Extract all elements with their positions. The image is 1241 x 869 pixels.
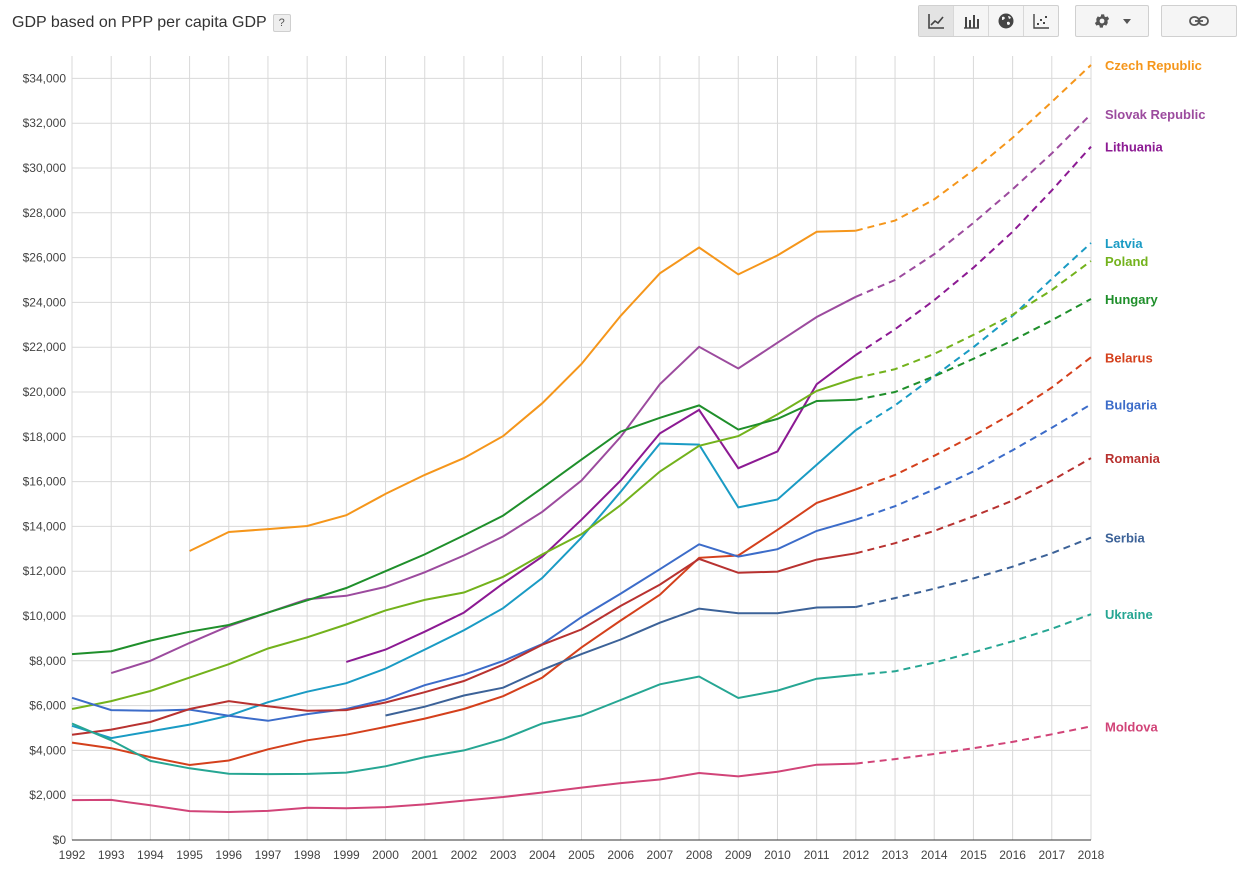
y-tick-label: $4,000 xyxy=(29,743,66,757)
y-tick-label: $8,000 xyxy=(29,654,66,668)
y-tick-label: $6,000 xyxy=(29,699,66,713)
settings-button[interactable] xyxy=(1075,5,1149,37)
chart-series-labels: Czech Republic Slovak Republic Lithuania La… xyxy=(1105,58,1205,734)
series-label: Serbia xyxy=(1105,531,1146,546)
series-line[interactable] xyxy=(71,488,857,767)
x-tick-label: 1994 xyxy=(137,848,164,862)
x-tick-label: 2012 xyxy=(842,848,869,862)
y-tick-label: $2,000 xyxy=(29,788,66,802)
x-tick-label: 2013 xyxy=(882,848,909,862)
series-label: Slovak Republic xyxy=(1105,107,1205,122)
x-tick-label: 2000 xyxy=(372,848,399,862)
y-tick-label: $20,000 xyxy=(23,385,67,399)
x-tick-label: 2014 xyxy=(921,848,948,862)
series-line[interactable] xyxy=(71,552,856,736)
series-line[interactable] xyxy=(385,606,856,717)
series-projection-line[interactable] xyxy=(855,536,1092,608)
series-projection-line[interactable] xyxy=(855,457,1092,555)
line-chart-icon[interactable] xyxy=(919,6,954,36)
series-label: Ukraine xyxy=(1105,607,1153,622)
y-tick-label: $28,000 xyxy=(23,206,67,220)
chart-axes: 1992 1993 1994 1995 1996 1997 1998 1999 2000 2001… xyxy=(23,71,1105,862)
series-projection-line[interactable] xyxy=(855,298,1092,401)
x-tick-label: 2009 xyxy=(725,848,752,862)
chart-title: GDP based on PPP per capita GDP xyxy=(12,14,267,31)
x-tick-label: 1995 xyxy=(176,848,203,862)
y-tick-label: $16,000 xyxy=(23,475,67,489)
gear-icon xyxy=(1094,14,1110,28)
y-tick-label: $0 xyxy=(53,833,67,847)
y-tick-label: $24,000 xyxy=(23,295,67,309)
series-label: Romania xyxy=(1105,451,1161,466)
x-tick-label: 2004 xyxy=(529,848,556,862)
x-tick-label: 2015 xyxy=(960,848,987,862)
series-line[interactable] xyxy=(71,377,857,710)
series-line[interactable] xyxy=(71,673,856,776)
y-tick-label: $10,000 xyxy=(23,609,67,623)
series-label: Moldova xyxy=(1105,719,1158,734)
series-projection-line[interactable] xyxy=(855,725,1092,765)
series-projection-line[interactable] xyxy=(855,356,1092,491)
help-button[interactable]: ? xyxy=(272,14,291,32)
x-tick-label: 1999 xyxy=(333,848,360,862)
series-label: Bulgaria xyxy=(1105,397,1158,412)
chart-header: GDP based on PPP per capita GDP ? xyxy=(12,12,291,34)
x-tick-label: 2007 xyxy=(647,848,674,862)
series-line[interactable] xyxy=(71,518,857,722)
globe-icon[interactable] xyxy=(989,6,1024,36)
series-label: Lithuania xyxy=(1105,140,1164,155)
x-tick-label: 2005 xyxy=(568,848,595,862)
x-tick-label: 1996 xyxy=(215,848,242,862)
chart-type-toolbar xyxy=(918,5,1059,37)
x-tick-label: 2006 xyxy=(607,848,634,862)
chart-series-lines xyxy=(71,64,1092,814)
series-line[interactable] xyxy=(71,762,856,814)
link-icon xyxy=(1189,16,1209,26)
series-line[interactable] xyxy=(110,295,857,675)
series-label: Poland xyxy=(1105,254,1148,269)
y-tick-label: $12,000 xyxy=(23,564,67,578)
series-projection-line[interactable] xyxy=(855,260,1092,380)
x-tick-label: 2001 xyxy=(411,848,438,862)
y-tick-label: $14,000 xyxy=(23,519,67,533)
x-tick-label: 2011 xyxy=(804,848,830,862)
series-label: Belarus xyxy=(1105,350,1153,365)
series-label: Latvia xyxy=(1105,236,1143,251)
y-tick-label: $34,000 xyxy=(23,71,67,85)
scatter-icon[interactable] xyxy=(1024,6,1058,36)
x-tick-label: 1992 xyxy=(59,848,86,862)
y-tick-label: $30,000 xyxy=(23,161,67,175)
series-line[interactable] xyxy=(189,229,856,552)
series-projection-line[interactable] xyxy=(855,146,1092,356)
series-projection-line[interactable] xyxy=(855,113,1092,298)
x-tick-label: 2017 xyxy=(1038,848,1065,862)
x-tick-label: 2002 xyxy=(451,848,478,862)
x-tick-label: 2008 xyxy=(686,848,713,862)
x-tick-label: 2003 xyxy=(490,848,517,862)
series-line[interactable] xyxy=(71,398,856,656)
chart-grid xyxy=(71,56,1092,841)
x-tick-label: 1993 xyxy=(98,848,125,862)
series-line[interactable] xyxy=(71,429,857,740)
series-line[interactable] xyxy=(346,354,857,663)
series-label: Hungary xyxy=(1105,292,1159,307)
series-projection-line[interactable] xyxy=(855,64,1092,232)
y-tick-label: $18,000 xyxy=(23,430,67,444)
x-tick-label: 2010 xyxy=(764,848,791,862)
x-tick-label: 1997 xyxy=(255,848,282,862)
bar-chart-icon[interactable] xyxy=(954,6,989,36)
series-projection-line[interactable] xyxy=(855,403,1092,521)
link-button[interactable] xyxy=(1161,5,1237,37)
series-projection-line[interactable] xyxy=(855,613,1092,676)
x-tick-label: 1998 xyxy=(294,848,321,862)
y-tick-label: $22,000 xyxy=(23,340,67,354)
y-tick-label: $26,000 xyxy=(23,251,67,265)
x-tick-label: 2018 xyxy=(1078,848,1105,862)
series-label: Czech Republic xyxy=(1105,58,1202,73)
chevron-down-icon xyxy=(1123,18,1131,24)
y-tick-label: $32,000 xyxy=(23,116,67,130)
x-tick-label: 2016 xyxy=(999,848,1026,862)
